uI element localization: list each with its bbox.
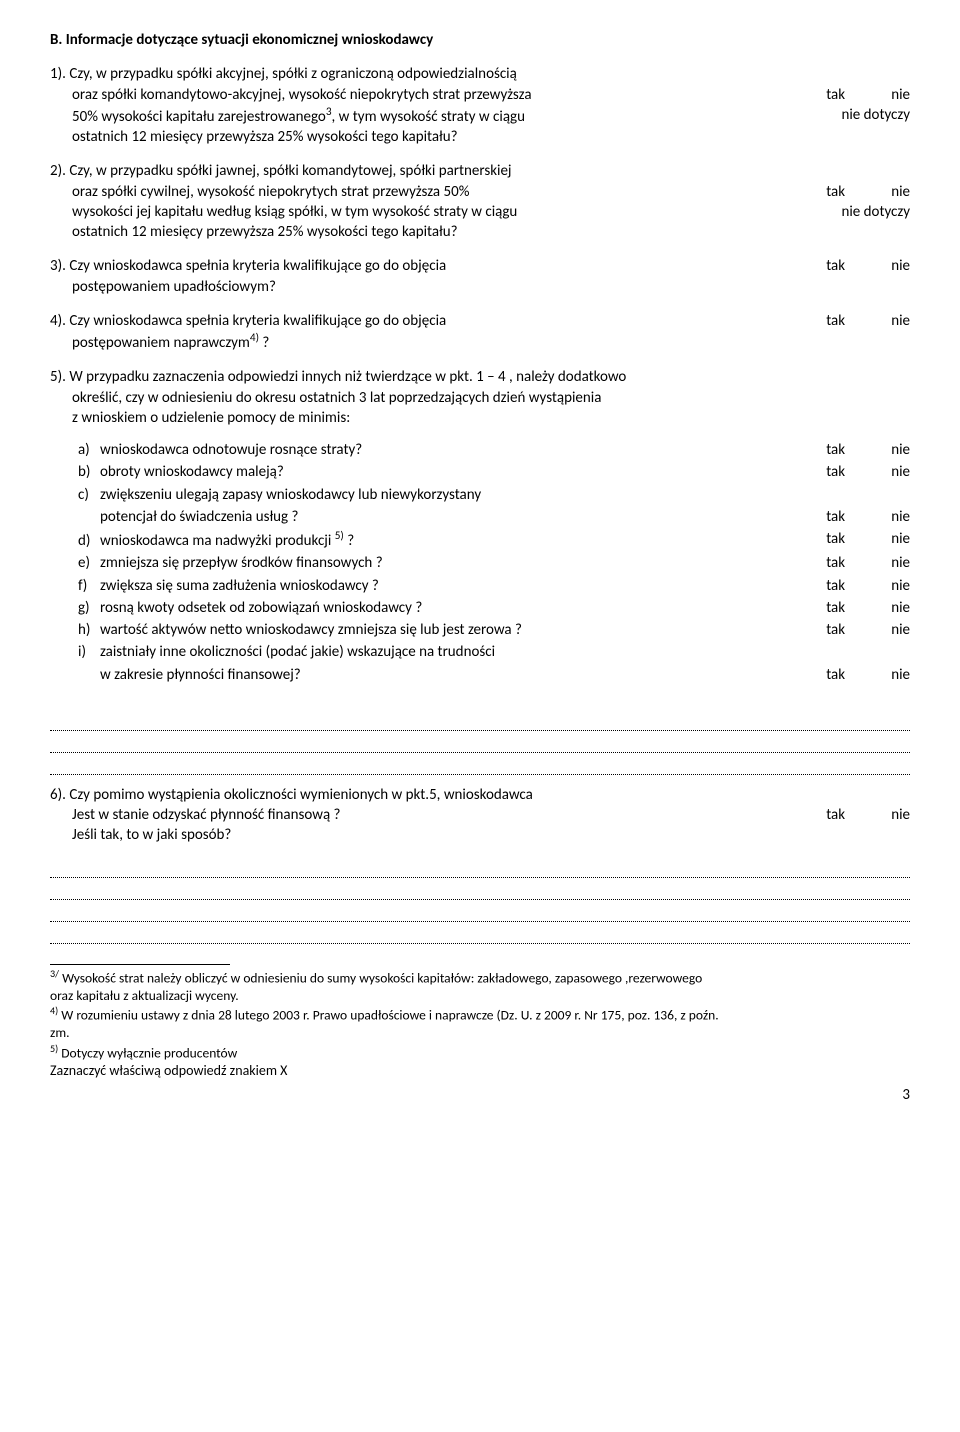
q6-l3: Jeśli tak, to w jaki sposób? — [72, 825, 910, 845]
q2-nd: nie dotyczy — [841, 202, 910, 222]
q6-l2: Jest w stanie odzyskać płynność finansow… — [72, 805, 826, 825]
item-text: w zakresie płynności finansowej? — [100, 666, 301, 684]
q1-l2: oraz spółki komandytowo-akcyjnej, wysoko… — [72, 85, 826, 105]
list-item: h)wartość aktywów netto wnioskodawcy zmn… — [78, 620, 910, 640]
item-label: d) — [78, 531, 100, 551]
page-number: 3 — [50, 1085, 910, 1105]
q1-l1: Czy, w przypadku spółki akcyjnej, spółki… — [69, 65, 516, 83]
list-item: c)zwiększeniu ulegają zapasy wnioskodawc… — [78, 485, 910, 505]
q2-num: 2). — [50, 162, 66, 180]
q3-answers: taknie — [826, 256, 910, 276]
question-1: 1). Czy, w przypadku spółki akcyjnej, sp… — [50, 64, 910, 147]
q5-item-list: a)wnioskodawca odnotowuje rosnące straty… — [78, 440, 910, 685]
question-4: 4). Czy wnioskodawca spełnia kryteria kw… — [50, 311, 910, 354]
item-answers: taknie — [826, 598, 910, 618]
dotted-line — [50, 860, 910, 878]
question-6: 6). Czy pomimo wystąpienia okoliczności … — [50, 785, 910, 846]
item-answers: taknie — [826, 440, 910, 460]
q1-num: 1). — [50, 65, 66, 83]
list-item: d)wnioskodawca ma nadwyżki produkcji 5) … — [78, 529, 910, 551]
dotted-line — [50, 757, 910, 775]
q4-l2: postępowaniem naprawczym4) ? — [72, 331, 910, 353]
q2-answers: taknie — [826, 182, 910, 202]
item-label: i) — [78, 642, 100, 662]
item-text: wnioskodawca ma nadwyżki produkcji — [100, 532, 335, 550]
item-text: rosną kwoty odsetek od zobowiązań wniosk… — [100, 599, 422, 617]
q2-l4: ostatnich 12 miesięcy przewyższa 25% wys… — [72, 222, 910, 242]
question-5: 5). W przypadku zaznaczenia odpowiedzi i… — [50, 367, 910, 685]
q5-l2: określić, czy w odniesieniu do okresu os… — [72, 388, 910, 408]
item-text: zmniejsza się przepływ środków finansowy… — [100, 554, 383, 572]
item-label: a) — [78, 440, 100, 460]
dotted-line — [50, 926, 910, 944]
q1-l3: 50% wysokości kapitału zarejestrowanego3… — [72, 105, 841, 127]
item-text: wartość aktywów netto wnioskodawcy zmnie… — [100, 621, 522, 639]
item-answers: taknie — [826, 462, 910, 482]
dotted-line — [50, 904, 910, 922]
q5-num: 5). — [50, 368, 66, 386]
q5-l1: W przypadku zaznaczenia odpowiedzi innyc… — [69, 368, 626, 386]
footnotes: 3/ Wysokość strat należy obliczyć w odni… — [50, 967, 910, 1062]
q6-l1: Czy pomimo wystąpienia okoliczności wymi… — [69, 786, 532, 804]
item-answers: taknie — [826, 507, 910, 527]
list-item: potencjał do świadczenia usług ? taknie — [78, 507, 910, 527]
item-label: c) — [78, 485, 100, 505]
q3-l2: postępowaniem upadłościowym? — [72, 277, 910, 297]
item-answers: taknie — [826, 553, 910, 573]
q2-l1: Czy, w przypadku spółki jawnej, spółki k… — [69, 162, 511, 180]
final-note: Zaznaczyć właściwą odpowiedź znakiem X — [50, 1062, 910, 1081]
q3-num: 3). — [50, 257, 66, 275]
q1-l4: ostatnich 12 miesięcy przewyższa 25% wys… — [72, 127, 910, 147]
q2-l2: oraz spółki cywilnej, wysokość niepokryt… — [72, 182, 826, 202]
footnote-separator — [50, 964, 230, 965]
list-item: a)wnioskodawca odnotowuje rosnące straty… — [78, 440, 910, 460]
item-answers: taknie — [826, 529, 910, 551]
q4-answers: taknie — [826, 311, 910, 331]
item-label: h) — [78, 620, 100, 640]
item-answers: taknie — [826, 576, 910, 596]
item-text: zaistniały inne okoliczności (podać jaki… — [100, 643, 495, 661]
q5-l3: z wnioskiem o udzielenie pomocy de minim… — [72, 408, 910, 428]
dotted-line — [50, 882, 910, 900]
question-3: 3). Czy wnioskodawca spełnia kryteria kw… — [50, 256, 910, 297]
section-title: B. Informacje dotyczące sytuacji ekonomi… — [50, 30, 910, 50]
dotted-line — [50, 735, 910, 753]
item-answers: taknie — [826, 665, 910, 685]
item-text: wnioskodawca odnotowuje rosnące straty? — [100, 441, 362, 459]
q6-answers: taknie — [826, 805, 910, 825]
list-item: g)rosną kwoty odsetek od zobowiązań wnio… — [78, 598, 910, 618]
q1-nd: nie dotyczy — [841, 105, 910, 125]
item-label: b) — [78, 462, 100, 482]
item-label: f) — [78, 576, 100, 596]
list-item: f)zwiększa się suma zadłużenia wnioskoda… — [78, 576, 910, 596]
q4-l1: Czy wnioskodawca spełnia kryteria kwalif… — [69, 312, 446, 330]
list-item: w zakresie płynności finansowej? taknie — [78, 665, 910, 685]
q2-l3: wysokości jej kapitału według ksiąg spół… — [72, 202, 841, 222]
dotted-line — [50, 713, 910, 731]
q1-answers: taknie — [826, 85, 910, 105]
question-2: 2). Czy, w przypadku spółki jawnej, spół… — [50, 161, 910, 242]
list-item: e)zmniejsza się przepływ środków finanso… — [78, 553, 910, 573]
item-label: e) — [78, 553, 100, 573]
item-text: obroty wnioskodawcy maleją? — [100, 463, 284, 481]
item-answers: taknie — [826, 620, 910, 640]
q6-num: 6). — [50, 786, 66, 804]
item-text: potencjał do świadczenia usług ? — [100, 508, 298, 526]
list-item: b)obroty wnioskodawcy maleją? taknie — [78, 462, 910, 482]
item-text: zwiększa się suma zadłużenia wnioskodawc… — [100, 577, 379, 595]
q4-num: 4). — [50, 312, 66, 330]
list-item: i)zaistniały inne okoliczności (podać ja… — [78, 642, 910, 662]
q3-l1: Czy wnioskodawca spełnia kryteria kwalif… — [69, 257, 446, 275]
item-label: g) — [78, 598, 100, 618]
item-text: zwiększeniu ulegają zapasy wnioskodawcy … — [100, 486, 481, 504]
